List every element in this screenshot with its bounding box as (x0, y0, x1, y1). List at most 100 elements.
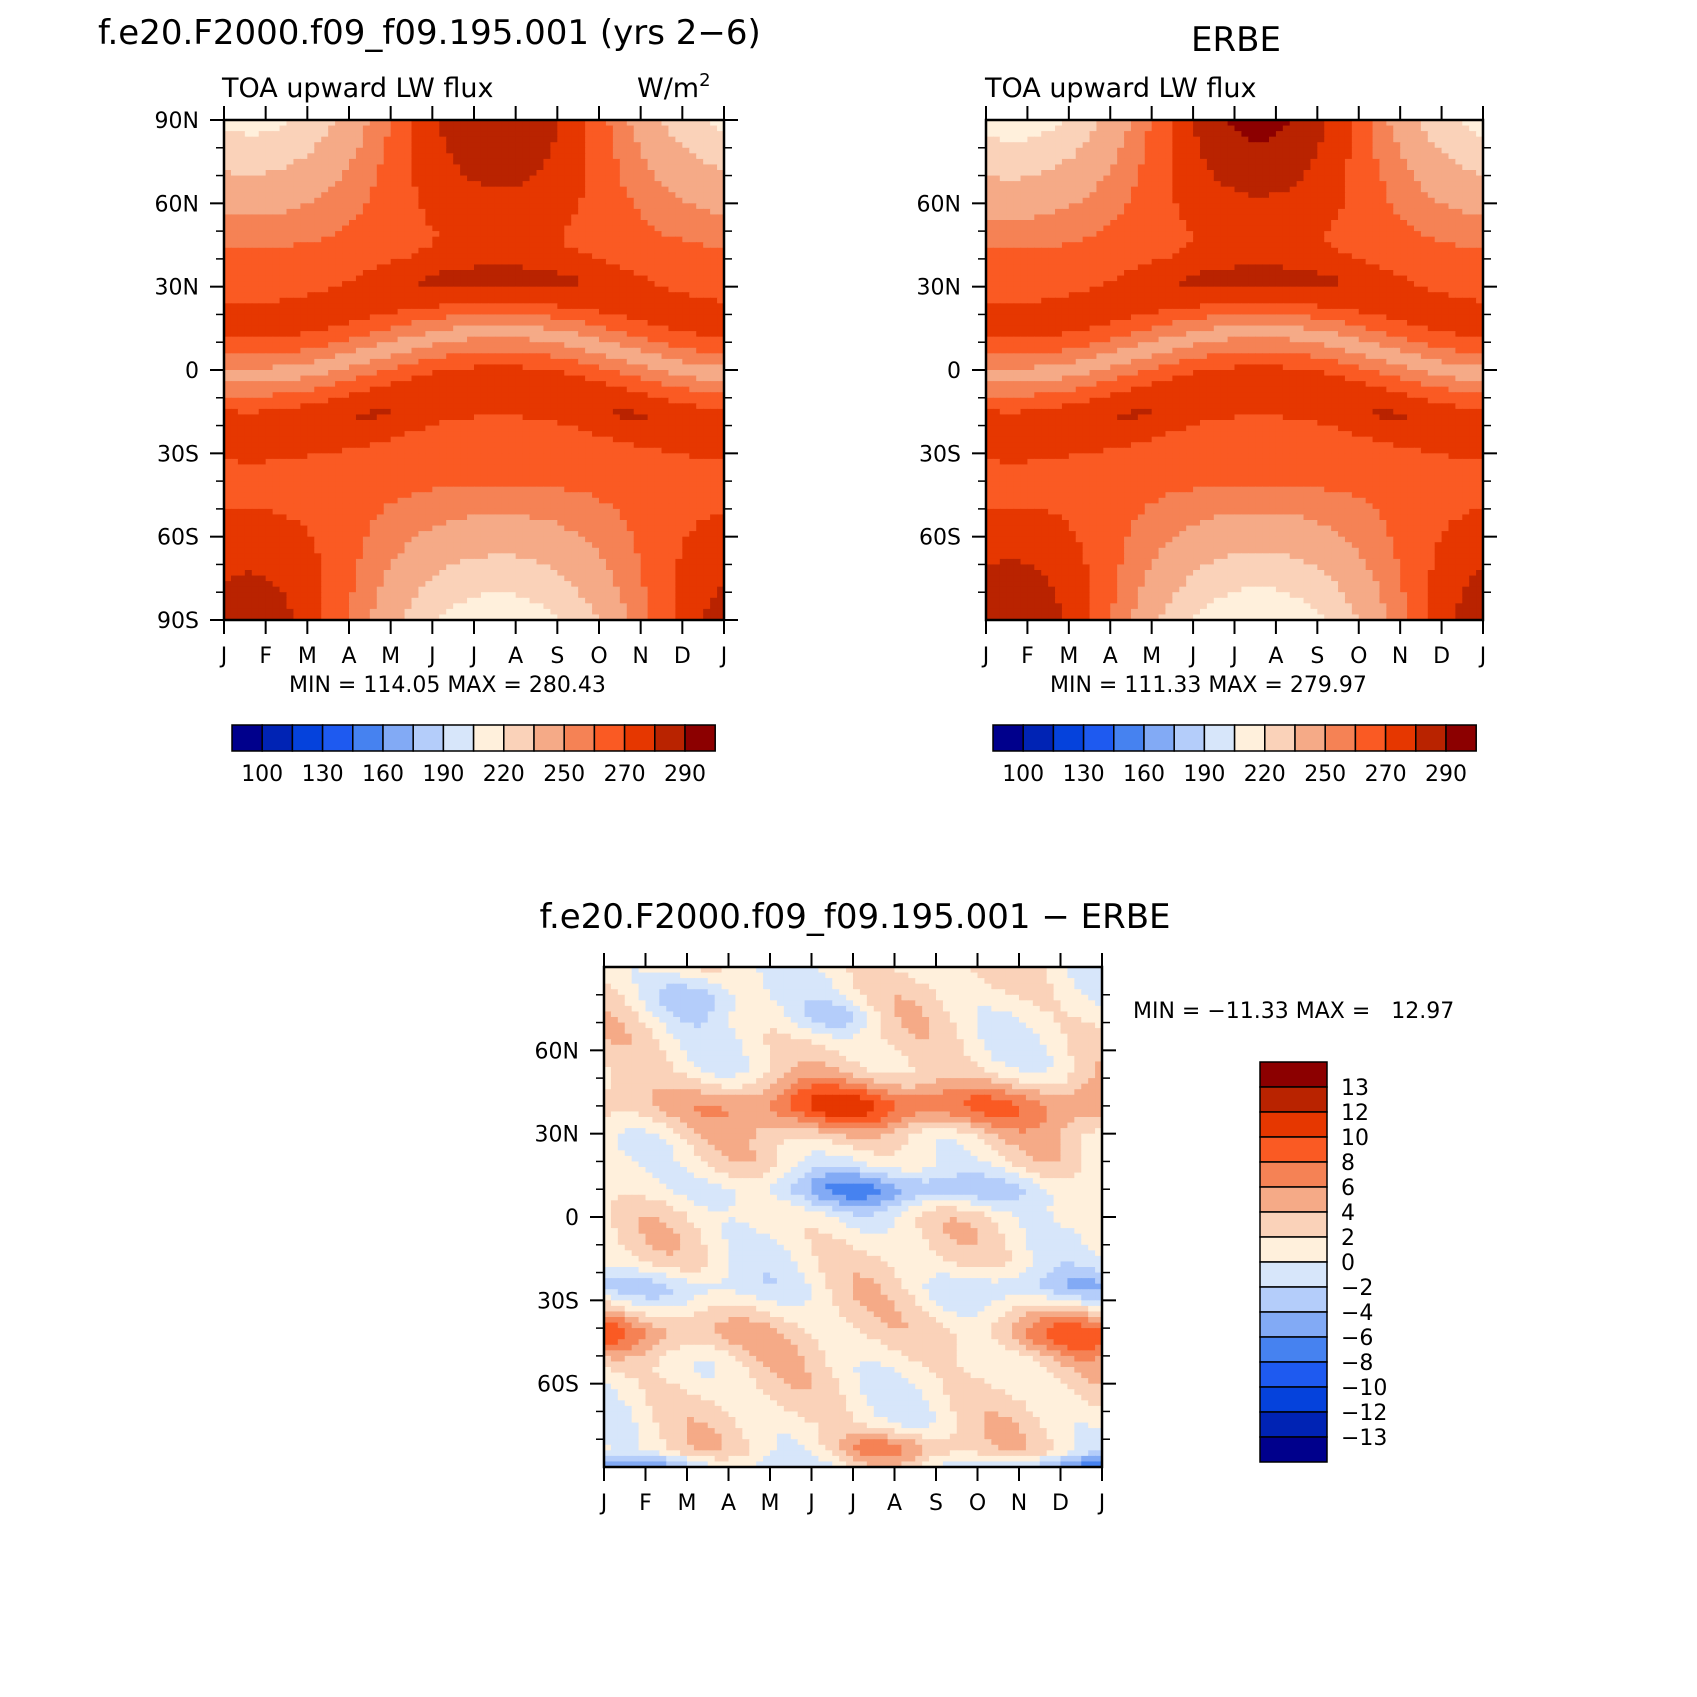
contour-cell (355, 420, 364, 427)
contour-cell (286, 386, 295, 393)
contour-cell (355, 481, 364, 488)
contour-cell (286, 353, 295, 360)
contour-cell (612, 420, 621, 427)
contour-cell (411, 120, 420, 127)
contour-cell (710, 342, 718, 349)
contour-cell (696, 120, 704, 127)
contour-cell (564, 153, 572, 160)
contour-cell (432, 325, 440, 332)
contour-cell (501, 303, 510, 310)
contour-cell (640, 381, 649, 388)
contour-cell (279, 314, 288, 321)
contour-cell (369, 397, 378, 404)
contour-cell (487, 453, 496, 460)
contour-cell (515, 131, 524, 138)
contour-cell (397, 325, 406, 332)
contour-cell (682, 497, 690, 504)
contour-cell (300, 364, 308, 371)
contour-cell (244, 336, 253, 343)
contour-cell (432, 358, 440, 366)
contour-cell (390, 292, 399, 299)
contour-cell (717, 325, 725, 332)
contour-cell (619, 392, 628, 399)
contour-cell (619, 175, 628, 182)
contour-cell (557, 320, 565, 327)
contour-cell (487, 431, 496, 438)
contour-cell (640, 264, 649, 271)
contour-cell (592, 486, 600, 493)
contour-cell (682, 170, 690, 177)
contour-cell (418, 170, 426, 177)
contour-cell (522, 181, 531, 188)
contour-cell (578, 142, 586, 149)
contour-cell (675, 464, 683, 471)
contour-cell (717, 147, 725, 154)
contour-cell (467, 220, 475, 227)
contour-cell (439, 381, 447, 388)
contour-cell (439, 131, 447, 138)
contour-cell (383, 214, 392, 221)
contour-cell (362, 486, 371, 493)
contour-cell (411, 203, 420, 210)
contour-cell (619, 264, 628, 271)
contour-cell (647, 120, 656, 127)
contour-cell (432, 208, 440, 216)
contour-cell (404, 147, 413, 154)
contour-cell (626, 225, 635, 232)
contour-cell (515, 397, 524, 404)
contour-cell (640, 386, 649, 393)
contour-cell (432, 308, 440, 316)
contour-cell (307, 375, 315, 382)
contour-cell (383, 253, 392, 260)
contour-cell (654, 458, 663, 466)
contour-cell (446, 297, 454, 304)
contour-cell (661, 153, 670, 160)
contour-cell (696, 347, 704, 354)
contour-cell (717, 292, 725, 299)
contour-cell (237, 220, 246, 227)
contour-cell (592, 120, 600, 127)
contour-cell (710, 486, 718, 493)
contour-cell (355, 125, 364, 132)
contour-cell (397, 208, 406, 216)
contour-cell (689, 203, 697, 210)
contour-cell (335, 147, 343, 154)
contour-cell (494, 320, 503, 327)
contour-cell (501, 436, 510, 443)
contour-cell (633, 264, 642, 271)
contour-cell (425, 486, 433, 493)
contour-cell (592, 125, 600, 132)
contour-cell (362, 170, 371, 177)
contour-cell (390, 486, 399, 493)
contour-cell (224, 486, 232, 493)
contour-cell (605, 281, 614, 288)
contour-cell (689, 364, 697, 371)
contour-cell (349, 253, 357, 260)
contour-cell (404, 281, 413, 288)
contour-cell (376, 436, 385, 443)
contour-cell (314, 353, 322, 360)
contour-cell (349, 258, 357, 266)
contour-cell (640, 442, 649, 449)
contour-cell (703, 297, 711, 304)
contour-cell (293, 192, 301, 199)
contour-cell (321, 342, 329, 349)
contour-cell (342, 320, 350, 327)
contour-cell (439, 164, 447, 171)
contour-cell (626, 147, 635, 154)
contour-cell (307, 170, 315, 177)
contour-cell (230, 258, 239, 266)
contour-cell (355, 264, 364, 271)
contour-cell (390, 303, 399, 310)
contour-cell (390, 425, 399, 432)
contour-cell (717, 486, 725, 493)
contour-cell (390, 475, 399, 482)
contour-cell (640, 303, 649, 310)
contour-cell (390, 208, 399, 216)
contour-cell (328, 286, 336, 293)
contour-cell (710, 247, 718, 254)
contour-cell (543, 292, 551, 299)
contour-cell (230, 220, 239, 227)
contour-cell (564, 470, 572, 477)
contour-cell (418, 497, 426, 504)
